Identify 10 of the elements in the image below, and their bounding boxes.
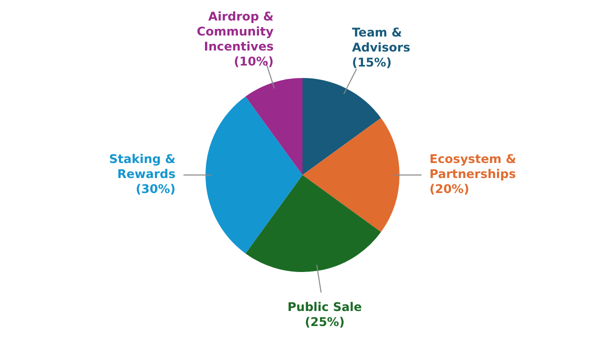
data-label: (30%): [136, 182, 176, 196]
slice-label: Public Sale: [287, 300, 362, 314]
slice-label: Team & Advisors: [352, 26, 410, 55]
data-label: (25%): [304, 314, 345, 329]
data-label: (15%): [352, 56, 392, 70]
data-label: (10%): [234, 54, 274, 69]
slice-label: Ecosystem & Partnerships: [430, 152, 516, 182]
data-label: (20%): [430, 182, 470, 196]
slice-label: Airdrop & Community Incentives: [196, 10, 274, 54]
slice-label: Staking & Rewards: [109, 152, 176, 182]
